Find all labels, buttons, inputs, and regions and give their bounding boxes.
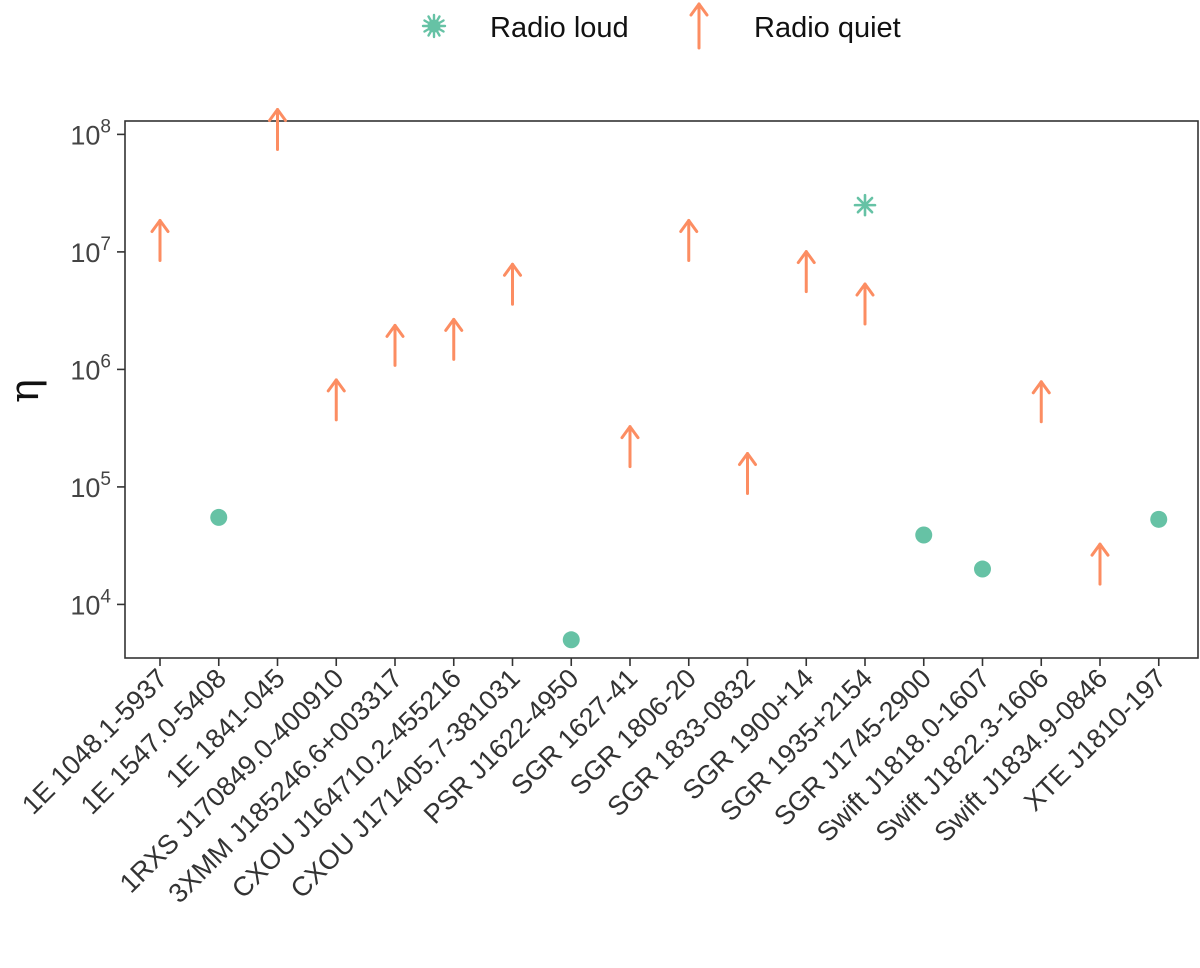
point-asterisk [853, 193, 877, 217]
point-circle [562, 631, 580, 649]
legend-label-radio-loud: Radio loud [490, 12, 629, 44]
legend-arrow-up-icon [689, 2, 709, 50]
legend-label-radio-quiet: Radio quiet [754, 12, 901, 44]
point-arrow-up [1031, 380, 1051, 424]
y-axis-title: η [2, 379, 48, 403]
point-arrow-up [385, 323, 405, 367]
point-arrow-up [620, 425, 640, 469]
point-arrow-up [268, 108, 287, 152]
point-arrow-up [503, 262, 522, 306]
y-tick-label-base: 10 [70, 238, 100, 268]
point-arrow-up [1090, 542, 1110, 586]
point-circle [210, 508, 228, 526]
y-tick-label-exponent: 8 [100, 116, 111, 137]
y-tick-label-exponent: 6 [100, 351, 111, 372]
y-tick-label-base: 10 [70, 590, 100, 620]
y-tick-label-exponent: 5 [100, 469, 111, 490]
series-0 [210, 508, 1168, 649]
point-arrow-up [444, 317, 464, 361]
point-arrow-up [679, 219, 699, 263]
y-tick-label-base: 10 [70, 473, 100, 503]
y-tick-label-base: 10 [70, 355, 100, 385]
point-arrow-up [855, 282, 875, 326]
y-tick-label: 105 [70, 469, 111, 503]
y-tick-label-exponent: 4 [100, 586, 111, 607]
point-circle [974, 560, 991, 578]
legend-marker-radio-loud [421, 13, 447, 39]
y-tick-label-exponent: 7 [100, 234, 111, 255]
legend: Radio loud Radio quiet [421, 2, 901, 50]
y-tick-label: 104 [70, 586, 111, 620]
series-2 [150, 108, 1110, 586]
y-tick-label: 107 [70, 234, 111, 268]
point-circle [1150, 510, 1168, 528]
y-tick-label: 108 [70, 116, 111, 150]
legend-marker-radio-quiet [689, 2, 709, 50]
point-arrow-up [326, 378, 346, 422]
point-arrow-up [796, 250, 816, 294]
point-arrow-up [150, 219, 170, 263]
data-marks [150, 108, 1168, 649]
plot-panel [124, 120, 1199, 659]
legend-asterisk-icon [421, 13, 447, 39]
y-tick-label: 106 [70, 351, 111, 385]
y-tick-label-base: 10 [70, 120, 100, 150]
point-arrow-up [738, 452, 757, 496]
point-circle [915, 526, 933, 544]
series-1 [853, 193, 877, 217]
